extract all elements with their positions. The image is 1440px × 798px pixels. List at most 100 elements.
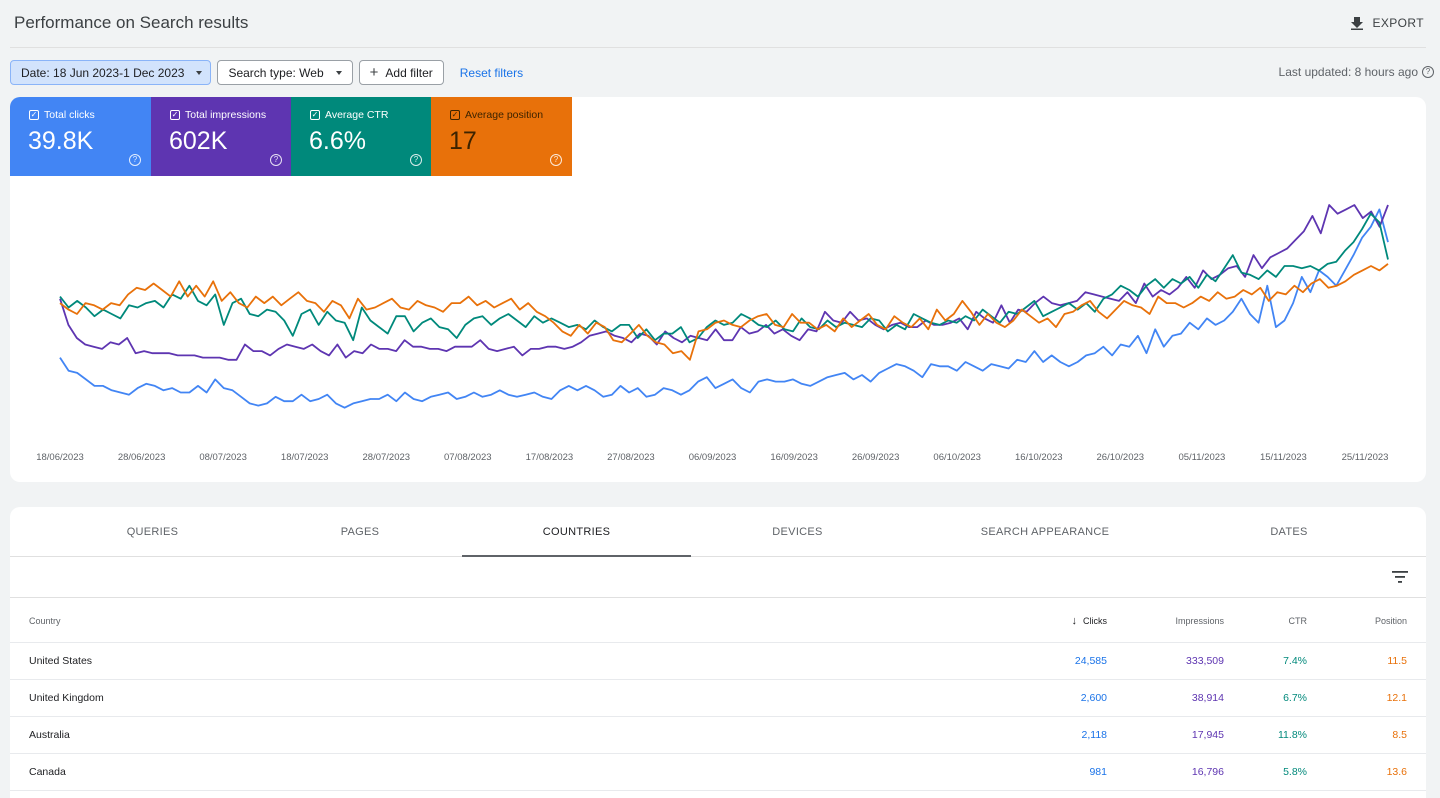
metric-value: 6.6% [309,127,366,155]
impressions-cell: 38,914 [1191,692,1224,704]
ctr-cell: 7.4% [1283,655,1307,667]
x-tick-label: 06/10/2023 [933,452,981,463]
countries-table: Country ↓ Clicks Impressions CTR Position… [10,599,1426,791]
header-ctr[interactable]: CTR [1288,615,1308,626]
header-country[interactable]: Country [29,615,61,626]
table-row[interactable]: Australia 2,118 17,945 11.8% 8.5 [10,717,1426,754]
metric-label: Total impressions [185,109,267,121]
help-icon[interactable]: ? [129,154,141,166]
country-cell: Canada [29,766,66,778]
impressions-cell: 16,796 [1191,766,1224,778]
metric-value: 39.8K [28,127,94,155]
search-type-chip[interactable]: Search type: Web [217,60,353,85]
position-cell: 8.5 [1392,729,1407,741]
table-row[interactable]: United States 24,585 333,509 7.4% 11.5 [10,643,1426,680]
help-icon[interactable]: ? [550,154,562,166]
tab-search-appearance[interactable]: SEARCH APPEARANCE [980,526,1110,538]
metric-label: Total clicks [44,109,95,121]
help-icon[interactable]: ? [410,154,422,166]
last-updated: Last updated: 8 hours ago ? [1279,65,1434,79]
x-tick-label: 26/10/2023 [1097,452,1145,463]
position-cell: 11.5 [1387,655,1407,667]
clicks-cell: 24,585 [1074,655,1107,667]
clicks-cell: 2,118 [1081,729,1108,741]
filter-icon[interactable] [1392,570,1408,584]
ctr-cell: 5.8% [1283,766,1307,778]
header-clicks-label: Clicks [1083,615,1107,626]
date-filter-label: Date: 18 Jun 2023-1 Dec 2023 [21,65,185,80]
date-filter-chip[interactable]: Date: 18 Jun 2023-1 Dec 2023 [10,60,212,85]
help-icon[interactable]: ? [270,154,282,166]
dimension-tabs: QUERIES PAGES COUNTRIES DEVICES SEARCH A… [10,507,1426,557]
download-icon [1351,17,1364,30]
x-tick-label: 06/09/2023 [689,452,737,463]
chevron-down-icon [335,70,342,75]
x-tick-label: 08/07/2023 [199,452,247,463]
add-filter-label: Add filter [385,65,433,80]
table-row[interactable]: Canada 981 16,796 5.8% 13.6 [10,754,1426,791]
header-divider [10,47,1426,48]
x-tick-label: 25/11/2023 [1342,452,1389,463]
tab-countries[interactable]: COUNTRIES [542,526,611,538]
export-label: EXPORT [1372,16,1424,30]
tab-pages[interactable]: PAGES [340,526,380,538]
ctr-cell: 11.8% [1278,729,1307,741]
table-header-row: Country ↓ Clicks Impressions CTR Position [10,599,1426,643]
clicks-cell: 981 [1089,766,1107,778]
metric-label: Average CTR [325,109,389,121]
performance-chart-card: 18/06/2023 28/06/2023 08/07/2023 18/07/2023… [10,97,1426,482]
ctr-cell: 6.7% [1283,692,1307,704]
metric-total-impressions[interactable]: ✓ Total impressions 602K ? [151,97,292,176]
filter-bar: Date: 18 Jun 2023-1 Dec 2023 Search type… [10,60,523,85]
checkbox-checked-icon[interactable]: ✓ [310,110,320,120]
page-header: Performance on Search results EXPORT [0,0,1440,48]
country-cell: United Kingdom [29,692,104,704]
header-position[interactable]: Position [1374,615,1407,626]
metric-total-clicks[interactable]: ✓ Total clicks 39.8K ? [10,97,151,176]
x-tick-label: 05/11/2023 [1178,452,1225,463]
country-cell: United States [29,655,93,667]
clicks-cell: 2,600 [1080,692,1107,704]
reset-filters-link[interactable]: Reset filters [459,65,524,80]
metric-average-position[interactable]: ✓ Average position 17 ? [431,97,572,176]
help-icon[interactable]: ? [1422,66,1434,78]
impressions-cell: 333,509 [1186,655,1224,667]
active-tab-indicator [462,555,691,557]
x-tick-label: 28/06/2023 [118,452,166,463]
metric-value: 602K [169,127,228,155]
page-title: Performance on Search results [14,13,249,32]
x-tick-label: 16/09/2023 [770,452,818,463]
metric-average-ctr[interactable]: ✓ Average CTR 6.6% ? [291,97,432,176]
x-tick-label: 28/07/2023 [363,452,411,463]
last-updated-text: Last updated: 8 hours ago [1278,65,1418,79]
table-filter-bar [10,558,1426,598]
x-tick-label: 26/09/2023 [852,452,900,463]
add-filter-button[interactable]: + Add filter [358,60,444,85]
series-line-0 [59,208,1389,409]
checkbox-checked-icon[interactable]: ✓ [450,110,460,120]
performance-chart: 18/06/2023 28/06/2023 08/07/2023 18/07/2023… [36,204,1389,463]
x-tick-label: 15/11/2023 [1260,452,1307,463]
series-line-2 [59,212,1389,344]
checkbox-checked-icon[interactable]: ✓ [29,110,39,120]
country-cell: Australia [29,729,70,741]
tab-dates[interactable]: DATES [1270,526,1308,538]
position-cell: 12.1 [1386,692,1407,704]
table-row[interactable]: United Kingdom 2,600 38,914 6.7% 12.1 [10,680,1426,717]
plus-icon: + [369,64,379,81]
series-line-1 [59,204,1389,361]
arrow-down-icon: ↓ [1071,614,1078,627]
tab-devices[interactable]: DEVICES [772,526,823,538]
checkbox-checked-icon[interactable]: ✓ [170,110,180,120]
x-tick-label: 18/06/2023 [36,452,84,463]
metric-value: 17 [449,127,477,155]
tab-queries[interactable]: QUERIES [126,526,179,538]
header-clicks[interactable]: ↓ Clicks [1072,599,1108,642]
header-impressions[interactable]: Impressions [1175,615,1224,626]
x-tick-label: 07/08/2023 [444,452,492,463]
metric-label: Average position [465,109,544,121]
search-type-label: Search type: Web [228,65,324,80]
export-button[interactable]: EXPORT [1342,8,1432,38]
x-tick-label: 17/08/2023 [526,452,574,463]
results-table-card: QUERIES PAGES COUNTRIES DEVICES SEARCH A… [10,507,1426,798]
